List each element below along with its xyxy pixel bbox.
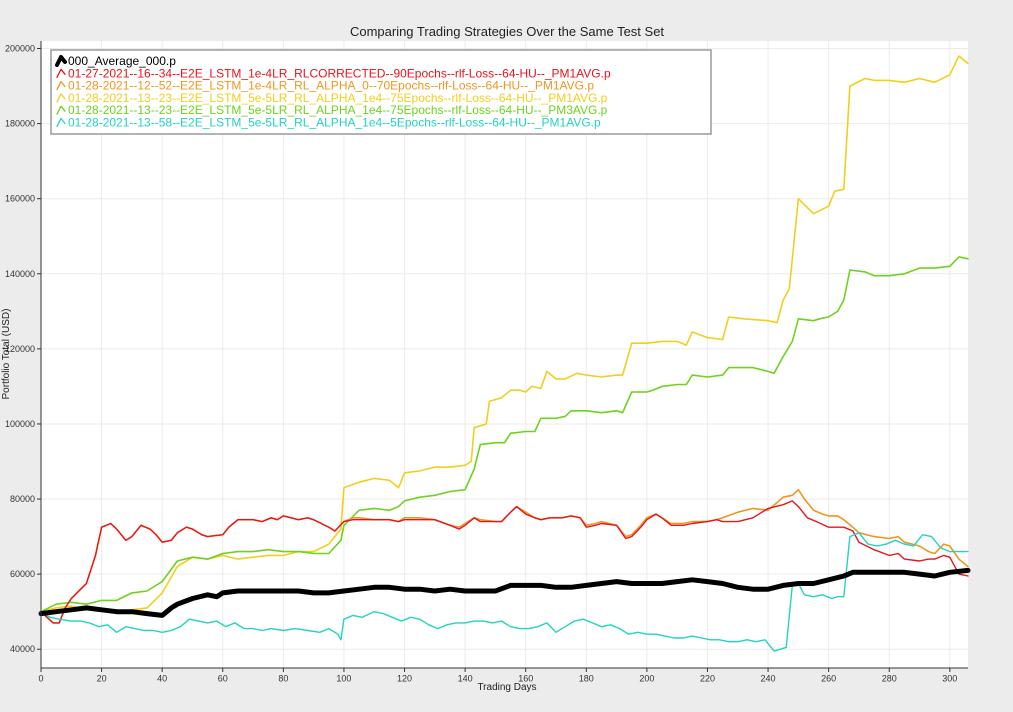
x-tick-label: 280 — [882, 673, 897, 683]
x-tick-label: 200 — [639, 673, 654, 683]
y-ticks: 40000 60000 80000 100000 120000 140000 160000 1… — [5, 44, 41, 654]
x-tick-label: 120 — [397, 673, 412, 683]
legend-entry: 01-28-2021--12--52--E2E_LSTM_1e-4LR_RL_A… — [68, 79, 594, 93]
x-tick-label: 240 — [761, 673, 776, 683]
legend-swatch — [56, 68, 66, 78]
x-tick-label: 300 — [942, 673, 957, 683]
y-tick-label: 140000 — [5, 269, 35, 279]
legend-entry: 01-28-2021--13--23--E2E_LSTM_5e-5LR_RL_A… — [68, 103, 608, 117]
x-tick-label: 220 — [700, 673, 715, 683]
x-tick-label: 260 — [821, 673, 836, 683]
x-tick-label: 180 — [579, 673, 594, 683]
legend-box — [50, 49, 712, 135]
y-tick-label: 180000 — [5, 119, 35, 129]
legend: 000_Average_000.p01-27-2021--16--34--E2E… — [50, 49, 712, 135]
grid — [40, 41, 968, 668]
y-axis-label: Portfolio Total (USD) — [1, 309, 12, 400]
legend-swatch — [55, 55, 67, 67]
x-tick-label: 100 — [336, 673, 351, 683]
series-line-4 — [40, 532, 969, 652]
x-ticks: 0 20 40 60 80 100 120 140 160 180 200 220 240 260 280 3… — [38, 668, 957, 683]
series-line-1 — [40, 256, 969, 613]
series-line-5 — [38, 567, 971, 618]
x-tick-label: 80 — [278, 673, 288, 683]
plot-area — [41, 41, 968, 668]
y-tick-label: 40000 — [10, 644, 35, 654]
y-tick-label: 200000 — [5, 44, 35, 54]
y-tick-label: 60000 — [10, 569, 35, 579]
y-tick-label: 80000 — [10, 494, 35, 504]
legend-swatch — [56, 93, 66, 103]
legend-swatch — [56, 117, 66, 128]
series-group — [38, 55, 971, 652]
x-tick-label: 20 — [97, 673, 107, 683]
y-tick-label: 160000 — [5, 194, 35, 204]
legend-entry: 000_Average_000.p — [68, 54, 176, 68]
legend-swatch — [56, 80, 66, 91]
x-tick-label: 160 — [518, 673, 533, 683]
legend-entry: 01-28-2021--13--58--E2E_LSTM_5e-5LR_RL_A… — [68, 116, 601, 130]
series-line-3 — [40, 500, 969, 624]
chart-title: Comparing Trading Strategies Over the Sa… — [350, 24, 664, 39]
x-tick-label: 0 — [38, 673, 43, 683]
axes — [40, 41, 968, 669]
series-line-0 — [40, 55, 969, 613]
x-tick-label: 140 — [458, 673, 473, 683]
legend-entry: 01-28-2021--13--23--E2E_LSTM_5e-5LR_RL_A… — [68, 91, 608, 105]
y-tick-label: 100000 — [5, 419, 35, 429]
x-tick-label: 60 — [218, 673, 228, 683]
x-axis-label: Trading Days — [477, 682, 536, 693]
legend-swatch — [56, 105, 66, 115]
y-tick-label: 120000 — [5, 344, 35, 354]
x-tick-label: 40 — [157, 673, 167, 683]
legend-entry: 01-27-2021--16--34--E2E_LSTM_1e-4LR_RLCO… — [68, 66, 611, 80]
